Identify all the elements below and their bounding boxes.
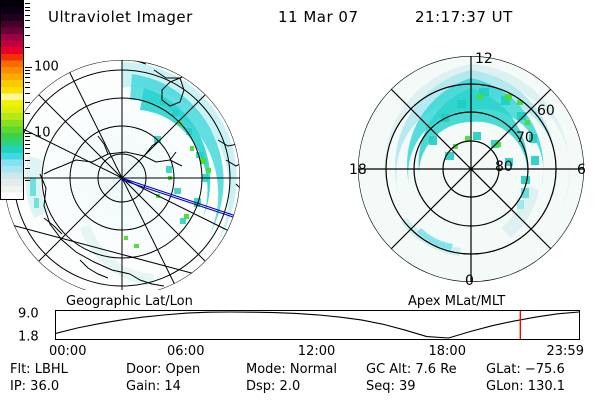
colorbar-minor-tick	[25, 34, 30, 36]
mlt-label-6: 6	[577, 162, 586, 178]
orbit-altitude-trace	[56, 311, 579, 339]
orbit-y-tick-max: 9.0	[18, 306, 39, 322]
mlt-spokes	[358, 56, 584, 282]
instrument-title: Ultraviolet Imager	[48, 8, 193, 26]
time-tick-0000: 00:00	[49, 344, 87, 359]
colorbar-tick-label-100: 100	[34, 59, 59, 75]
aurora-emission-apex	[384, 64, 570, 256]
colorbar-minor-tick	[25, 3, 30, 5]
glon-status: GLon: 130.1	[486, 379, 566, 394]
dsp-status: Dsp: 2.0	[246, 379, 301, 394]
ip-status: IP: 36.0	[10, 379, 60, 394]
aurora-emission-geographic	[25, 62, 237, 286]
colorbar-minor-tick	[25, 159, 30, 161]
colorbar-minor-tick	[25, 168, 30, 170]
orbit-altitude-panel: Geographic Lat/Lon Apex MLat/MLT GC Alt …	[0, 294, 600, 359]
seq-status: Seq: 39	[366, 379, 416, 394]
mlt-label-0: 0	[465, 273, 474, 289]
filter-status: Flt: LBHL	[10, 362, 68, 377]
gain-status: Gain: 14	[126, 379, 181, 394]
apex-polar-plot: 12 6 0 18 60 70 80	[345, 48, 597, 290]
colorbar-minor-tick	[25, 148, 30, 150]
colorbar-minor-tick	[25, 20, 30, 22]
mlt-label-12: 12	[475, 51, 493, 67]
status-row-1: Flt: LBHL Door: Open Mode: Normal GC Alt…	[0, 362, 600, 379]
time-tick-1800: 18:00	[428, 344, 466, 359]
colorbar-tick-label-10: 10	[34, 125, 51, 141]
colorbar-minor-tick	[25, 10, 30, 12]
orbit-y-tick-min: 1.8	[18, 329, 39, 345]
time-tick-0600: 06:00	[167, 344, 205, 359]
colorbar-major-tick	[25, 133, 32, 135]
time-tick-1200: 12:00	[297, 344, 336, 359]
colorbar-minor-tick	[25, 101, 30, 103]
mode-status: Mode: Normal	[246, 362, 337, 377]
colorbar-gradient	[1, 1, 23, 199]
colorbar-minor-tick	[25, 69, 30, 71]
colorbar-minor-tick	[25, 136, 30, 138]
apex-panel-title: Apex MLat/MLT	[408, 294, 506, 309]
gc-alt-status: GC Alt: 7.6 Re	[366, 362, 457, 377]
geographic-panel-title: Geographic Lat/Lon	[66, 294, 193, 309]
observation-date: 11 Mar 07	[278, 8, 359, 26]
aurora-bright-pixels-apex	[453, 94, 530, 149]
colorbar-minor-tick	[25, 6, 30, 8]
colorbar-minor-tick	[25, 46, 30, 48]
observation-time: 21:17:37 UT	[415, 8, 513, 26]
mlat-label-70: 70	[516, 130, 534, 146]
colorbar-minor-tick	[25, 153, 30, 155]
time-tick-2359: 23:59	[546, 344, 584, 359]
colorbar-minor-tick	[25, 179, 30, 181]
colorbar-minor-tick	[25, 14, 30, 16]
mlat-label-60: 60	[537, 103, 555, 119]
colorbar-minor-tick	[25, 143, 30, 145]
colorbar-minor-tick	[25, 77, 30, 78]
status-row-2: IP: 36.0 Gain: 14 Dsp: 2.0 Seq: 39 GLon:…	[0, 379, 600, 396]
colorbar-minor-tick	[25, 26, 30, 28]
colorbar-minor-tick	[25, 139, 30, 141]
colorbar-minor-tick	[25, 93, 30, 95]
colorbar-minor-tick	[25, 73, 30, 75]
mlat-label-80: 80	[495, 159, 513, 175]
geographic-polar-plot	[4, 48, 254, 290]
orbit-altitude-chart	[55, 310, 580, 340]
status-footer: Flt: LBHL Door: Open Mode: Normal GC Alt…	[0, 362, 600, 396]
colorbar-minor-tick	[25, 81, 30, 83]
colorbar-major-tick	[25, 66, 32, 68]
door-status: Door: Open	[126, 362, 201, 377]
mlt-label-18: 18	[349, 162, 367, 178]
glat-status: GLat: −75.6	[486, 362, 565, 377]
colorbar-minor-tick	[25, 86, 30, 88]
colorbar-box	[0, 0, 24, 200]
colorbar-minor-tick	[25, 113, 30, 115]
